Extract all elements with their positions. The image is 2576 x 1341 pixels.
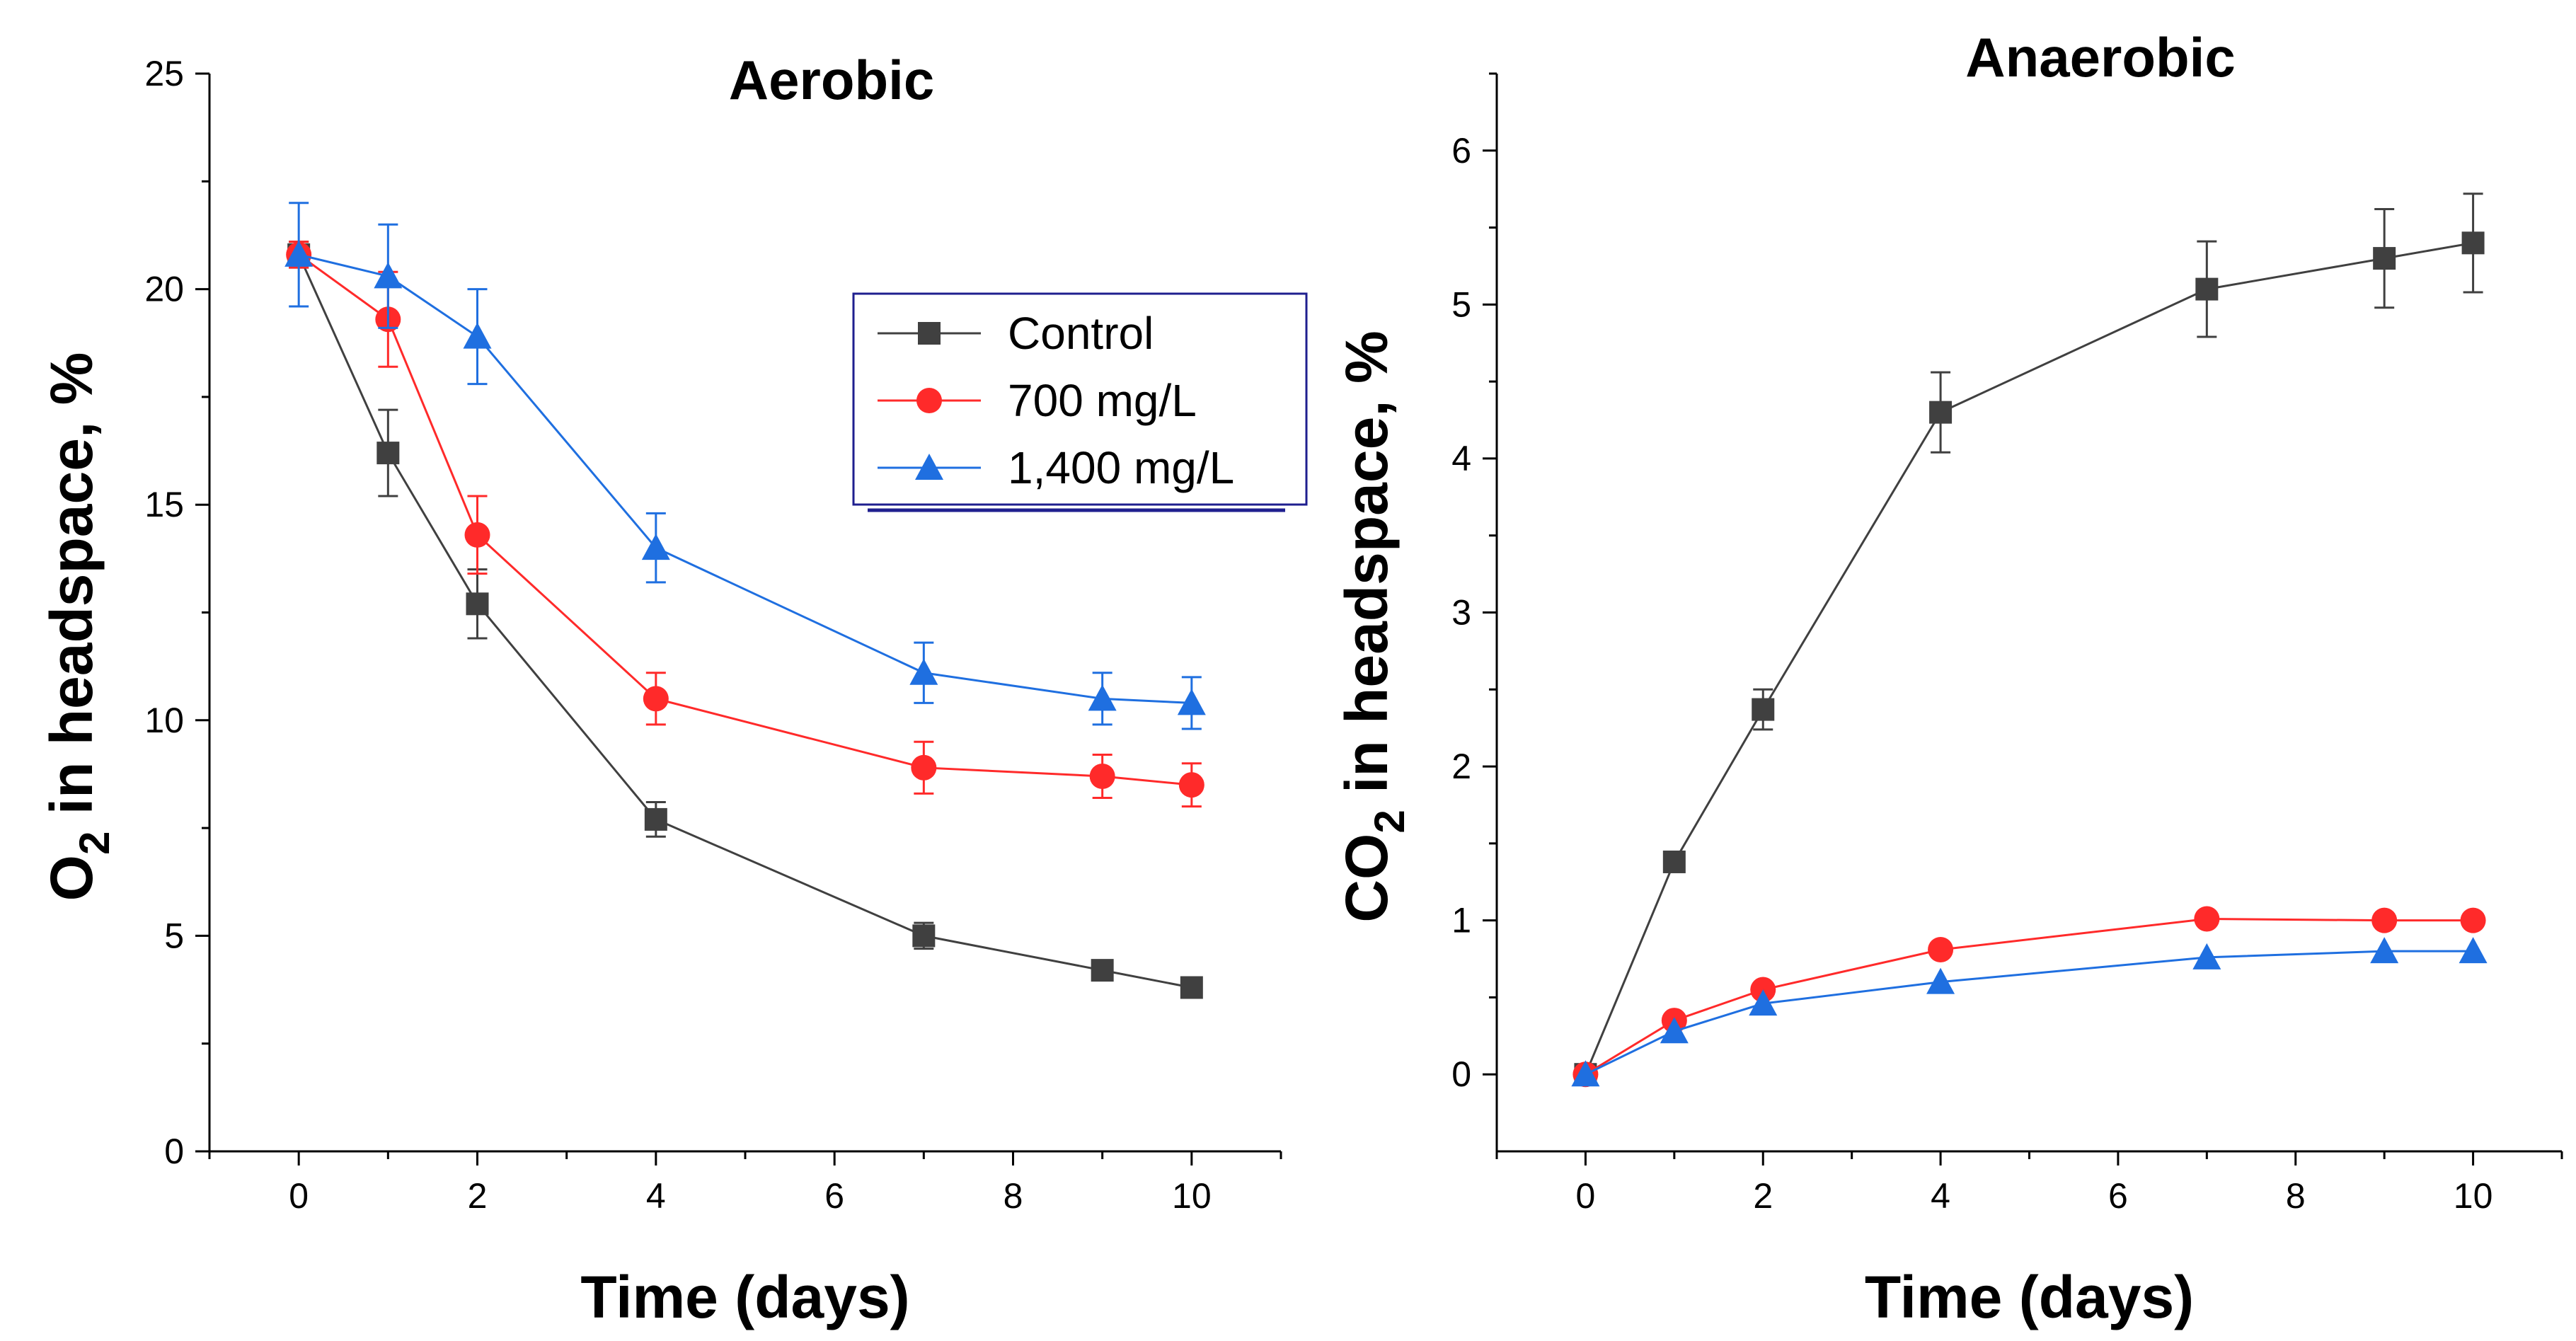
- data-point: [463, 322, 492, 349]
- y-axis-title-subscript: 2: [71, 831, 118, 855]
- series-line: [1585, 241, 2473, 1075]
- data-point: [2459, 937, 2488, 964]
- data-point: [1091, 959, 1114, 982]
- y-axis-title-rest: in headspace, %: [38, 352, 105, 831]
- data-point: [2192, 943, 2221, 969]
- data-point: [911, 754, 937, 781]
- x-tick-label: 10: [2454, 1176, 2493, 1216]
- data-point: [2195, 277, 2219, 301]
- y-tick-label: 5: [164, 916, 184, 955]
- y-axis-title: O2 in headspace, %: [38, 352, 118, 902]
- chart-title: Aerobic: [729, 49, 934, 111]
- data-point: [2371, 907, 2398, 933]
- x-tick-label: 8: [1004, 1176, 1023, 1216]
- x-tick-label: 4: [1931, 1176, 1950, 1216]
- series-line: [1585, 950, 2473, 1076]
- data-point: [644, 807, 667, 831]
- data-point: [1571, 1060, 1600, 1087]
- legend-marker: [918, 322, 941, 345]
- data-point: [464, 522, 490, 548]
- data-point: [909, 658, 938, 685]
- data-point: [2194, 906, 2220, 932]
- data-point: [2373, 247, 2396, 270]
- y-tick-label: 2: [1451, 747, 1471, 786]
- data-point: [1929, 401, 1953, 424]
- y-axis-title-main: CO: [1333, 834, 1400, 923]
- data-point: [1177, 689, 1206, 715]
- y-axis-title: CO2 in headspace, %: [1333, 330, 1413, 922]
- series-square: [1574, 192, 2485, 1086]
- series-triangle: [284, 202, 1206, 730]
- series-circle: [1572, 906, 2486, 1088]
- y-tick-label: 0: [1451, 1054, 1471, 1094]
- y-axis-title-main: O: [38, 855, 105, 901]
- data-point: [2460, 907, 2486, 933]
- y-axis-title-subscript: 2: [1366, 810, 1413, 833]
- data-point: [374, 262, 403, 289]
- data-point: [641, 534, 670, 560]
- x-axis-title: Time (days): [580, 1264, 909, 1330]
- x-tick-label: 6: [2108, 1176, 2128, 1216]
- x-tick-label: 10: [1172, 1176, 1212, 1216]
- x-axis-title: Time (days): [1865, 1264, 2194, 1330]
- x-tick-label: 0: [1576, 1176, 1596, 1216]
- legend: Control 700 mg/L 1,400 mg/L: [852, 292, 1308, 512]
- data-point: [912, 924, 936, 948]
- x-tick-label: 2: [1753, 1176, 1773, 1216]
- data-point: [376, 442, 400, 465]
- x-tick-label: 2: [468, 1176, 488, 1216]
- legend-marker: [916, 388, 942, 413]
- data-point: [2461, 231, 2485, 255]
- legend-marker: [915, 454, 943, 480]
- y-tick-label: 25: [144, 54, 184, 93]
- chart-title: Anaerobic: [1965, 26, 2235, 88]
- data-point: [1749, 989, 1778, 1016]
- y-tick-label: 15: [144, 485, 184, 524]
- x-tick-label: 4: [646, 1176, 666, 1216]
- data-point: [1089, 763, 1115, 789]
- legend-label: 1,400 mg/L: [1008, 442, 1234, 493]
- data-point: [1660, 1017, 1689, 1044]
- y-tick-label: 10: [144, 701, 184, 740]
- legend-label: Control: [1008, 308, 1154, 359]
- data-point: [1752, 698, 1775, 721]
- data-point: [1088, 684, 1117, 711]
- legend-label: 700 mg/L: [1008, 375, 1197, 426]
- data-point: [1180, 976, 1203, 999]
- x-tick-label: 0: [289, 1176, 309, 1216]
- y-tick-label: 1: [1451, 901, 1471, 940]
- y-tick-label: 4: [1451, 439, 1471, 478]
- data-point: [466, 592, 489, 616]
- data-point: [1178, 772, 1204, 798]
- y-axis-title-rest: in headspace, %: [1333, 330, 1400, 810]
- y-tick-label: 6: [1451, 131, 1471, 171]
- y-tick-label: 3: [1451, 593, 1471, 633]
- data-point: [1926, 967, 1955, 994]
- y-tick-label: 20: [144, 270, 184, 309]
- data-point: [1928, 936, 1954, 962]
- y-tick-label: 0: [164, 1132, 184, 1171]
- data-point: [1662, 850, 1686, 873]
- data-point: [643, 686, 669, 712]
- y-tick-label: 5: [1451, 284, 1471, 324]
- data-point: [284, 240, 314, 267]
- series-line: [1585, 917, 2473, 1076]
- data-point: [2370, 937, 2399, 964]
- x-tick-label: 6: [824, 1176, 844, 1216]
- series-triangle: [1571, 937, 2488, 1087]
- x-tick-label: 8: [2286, 1176, 2306, 1216]
